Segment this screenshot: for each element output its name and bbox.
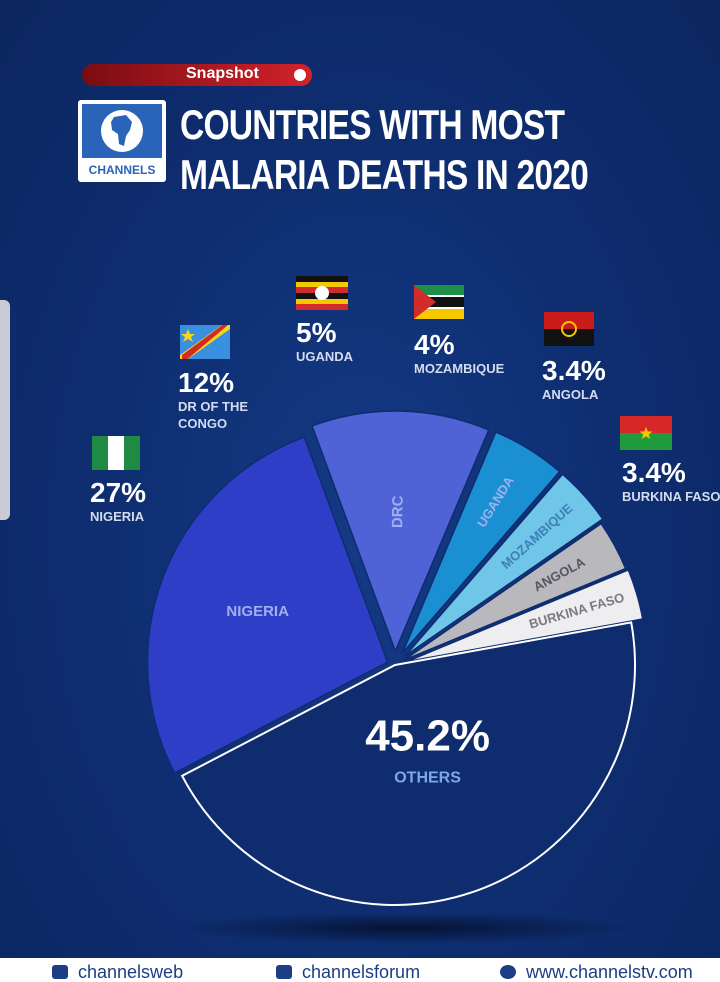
footer-facebook[interactable]: channelsforum (276, 962, 420, 982)
globe-icon (500, 965, 516, 979)
name-drc-2: CONGO (178, 416, 228, 431)
pie-slice-burkina (406, 568, 644, 663)
label-uganda: 5% UGANDA (296, 318, 353, 365)
chart-title: COUNTRIES WITH MOST MALARIA DEATHS IN 20… (180, 100, 589, 200)
nigeria-flag-icon (92, 436, 140, 470)
name-uganda: UGANDA (296, 349, 354, 364)
footer-facebook-text: channelsforum (302, 962, 421, 982)
channels-logo: CHANNELS (78, 100, 166, 182)
pie-slice-mozambique (404, 473, 604, 657)
pie-slice-nigeria (146, 436, 389, 774)
facebook-icon (276, 965, 292, 979)
pct-angola: 3.4% (542, 355, 606, 386)
pie-slice-uganda (401, 431, 561, 654)
uganda-flag-icon (296, 276, 348, 310)
burkina-faso-flag-icon (620, 416, 672, 450)
title-line-1: COUNTRIES WITH MOST (180, 101, 565, 148)
label-nigeria: 27% NIGERIA (90, 478, 146, 525)
others-name-label: OTHERS (394, 769, 461, 786)
name-nigeria: NIGERIA (90, 509, 145, 524)
name-angola: ANGOLA (542, 387, 599, 402)
slice-label-nigeria: NIGERIA (226, 603, 289, 620)
pie-slice-others (180, 621, 636, 906)
footer-website[interactable]: www.channelstv.com (500, 962, 693, 982)
logo-text: CHANNELS (89, 163, 156, 177)
footer-youtube-text: channelsweb (78, 962, 184, 982)
snapshot-badge: Snapshot (82, 64, 312, 86)
snapshot-label: Snapshot (186, 65, 259, 82)
pct-burkina-faso: 3.4% (622, 457, 686, 488)
pie-slice-angola (403, 522, 627, 661)
youtube-icon (52, 965, 68, 979)
pct-drc: 12% (178, 367, 235, 398)
label-burkina-faso: 3.4% BURKINA FASO (622, 458, 720, 505)
pct-mozambique: 4% (414, 329, 455, 360)
label-drc: 12% DR OF THE CONGO (178, 368, 248, 432)
badge-dot-icon (294, 69, 306, 81)
label-mozambique: 4% MOZAMBIQUE (414, 330, 504, 377)
pie-slice-drc (311, 410, 490, 654)
pct-uganda: 5% (296, 317, 337, 348)
footer-bar: channelsweb channelsforum www.channelstv… (0, 958, 720, 982)
mozambique-flag-icon (414, 285, 464, 319)
pct-nigeria: 27% (90, 477, 147, 508)
name-mozambique: MOZAMBIQUE (414, 361, 505, 376)
side-tab[interactable] (0, 300, 10, 520)
name-drc-1: DR OF THE (178, 399, 249, 414)
title-line-2: MALARIA DEATHS IN 2020 (180, 151, 589, 198)
name-burkina-faso: BURKINA FASO (622, 489, 720, 504)
slice-label-drc: DRC (389, 495, 407, 528)
angola-flag-icon (544, 312, 594, 346)
drc-flag-icon (180, 325, 230, 359)
footer-youtube[interactable]: channelsweb (52, 962, 183, 982)
label-angola: 3.4% ANGOLA (542, 356, 606, 403)
pie-shadow (175, 912, 635, 944)
others-pct-label: 45.2% (365, 711, 490, 760)
footer-website-text: www.channelstv.com (526, 962, 693, 982)
